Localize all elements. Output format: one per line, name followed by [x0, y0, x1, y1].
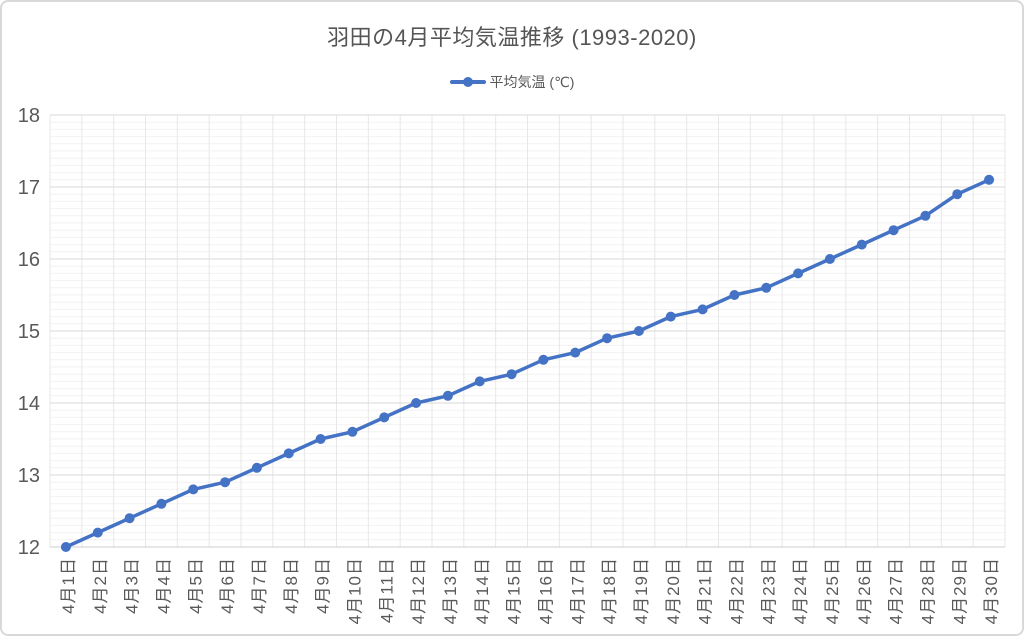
- svg-text:4月12日: 4月12日: [409, 557, 428, 624]
- data-point: [984, 174, 995, 185]
- svg-text:4月18日: 4月18日: [600, 557, 619, 624]
- svg-text:4月23日: 4月23日: [759, 557, 778, 624]
- data-point: [506, 369, 517, 380]
- svg-text:4月2日: 4月2日: [91, 557, 110, 614]
- data-point: [156, 498, 167, 509]
- data-point: [920, 210, 931, 221]
- svg-text:4月7日: 4月7日: [250, 557, 269, 614]
- data-point: [665, 311, 676, 322]
- svg-text:13: 13: [18, 465, 40, 487]
- data-point: [538, 354, 549, 365]
- legend-line-marker-icon: [449, 77, 486, 87]
- series-line: [64, 178, 991, 549]
- svg-text:4月26日: 4月26日: [855, 557, 874, 624]
- svg-text:4月15日: 4月15日: [505, 557, 524, 624]
- svg-text:4月20日: 4月20日: [664, 557, 683, 624]
- data-point: [283, 448, 294, 459]
- data-point: [633, 326, 644, 336]
- data-point: [442, 390, 453, 401]
- x-axis-labels: 4月1日 4月2日 4月3日 4月4日 4月5日 4月6日 4月7日 4月8日 4月9日 4月10…: [59, 557, 1001, 624]
- svg-text:4月19日: 4月19日: [632, 557, 651, 624]
- svg-text:15: 15: [18, 321, 40, 343]
- svg-text:4月9日: 4月9日: [314, 557, 333, 614]
- svg-text:4月17日: 4月17日: [568, 557, 587, 624]
- data-point: [60, 542, 71, 552]
- data-point: [92, 527, 103, 538]
- svg-text:4月13日: 4月13日: [441, 557, 460, 624]
- legend: 平均気温 (℃): [2, 72, 1022, 92]
- data-point: [856, 239, 867, 250]
- data-point: [793, 268, 804, 279]
- svg-text:4月24日: 4月24日: [791, 557, 810, 624]
- data-point: [474, 376, 485, 387]
- y-axis-labels: 12 13 14 15 16 17 18: [18, 105, 40, 559]
- svg-text:4月6日: 4月6日: [218, 557, 237, 614]
- svg-text:4月1日: 4月1日: [59, 557, 78, 614]
- svg-text:4月22日: 4月22日: [727, 557, 746, 624]
- svg-text:4月5日: 4月5日: [186, 557, 205, 614]
- svg-text:4月30日: 4月30日: [982, 557, 1001, 624]
- svg-text:4月8日: 4月8日: [282, 557, 301, 614]
- svg-text:4月4日: 4月4日: [154, 557, 173, 614]
- data-point: [570, 347, 581, 358]
- svg-text:18: 18: [18, 105, 40, 127]
- svg-text:4月28日: 4月28日: [918, 557, 937, 624]
- data-point: [824, 254, 835, 264]
- svg-text:12: 12: [18, 537, 40, 559]
- svg-text:14: 14: [18, 393, 40, 415]
- svg-text:16: 16: [18, 249, 40, 271]
- legend-label: 平均気温 (℃): [489, 74, 575, 90]
- svg-text:4月10日: 4月10日: [345, 557, 364, 624]
- svg-text:4月27日: 4月27日: [887, 557, 906, 624]
- data-point: [315, 434, 326, 444]
- svg-text:4月11日: 4月11日: [377, 557, 396, 623]
- data-point: [888, 225, 899, 236]
- data-point: [347, 426, 358, 437]
- data-point: [952, 189, 963, 200]
- legend-dot-icon: [462, 77, 473, 87]
- svg-text:4月14日: 4月14日: [473, 557, 492, 624]
- svg-text:4月21日: 4月21日: [696, 557, 715, 624]
- data-point: [251, 462, 262, 473]
- svg-text:17: 17: [18, 177, 40, 199]
- data-point: [379, 412, 390, 423]
- svg-text:4月29日: 4月29日: [950, 557, 969, 624]
- data-point: [188, 484, 199, 495]
- data-point: [761, 282, 772, 293]
- data-point: [411, 398, 422, 408]
- svg-text:4月25日: 4月25日: [823, 557, 842, 624]
- series-markers: [60, 174, 995, 552]
- chart-title: 羽田の4月平均気温推移 (1993-2020): [327, 25, 697, 50]
- data-point: [697, 304, 708, 315]
- data-point: [220, 477, 231, 488]
- svg-text:4月3日: 4月3日: [123, 557, 142, 614]
- svg-text:4月16日: 4月16日: [536, 557, 555, 624]
- data-point: [602, 333, 613, 344]
- data-point: [729, 290, 740, 300]
- data-point: [124, 513, 135, 524]
